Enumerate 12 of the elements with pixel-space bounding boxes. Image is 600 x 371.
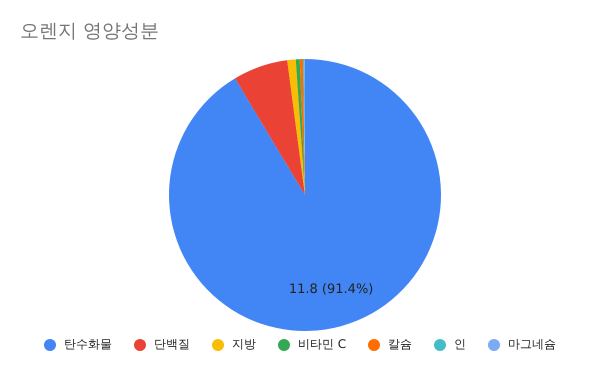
legend-label: 칼슘 [388, 336, 412, 353]
pie-slice [287, 59, 305, 195]
legend-label: 인 [454, 336, 466, 353]
chart-title: 오렌지 영양성분 [20, 19, 160, 44]
legend-label: 마그네슘 [508, 336, 556, 353]
data-label: 11.8 (91.4%) [288, 282, 374, 297]
legend-label: 지방 [232, 336, 256, 353]
pie-slice [169, 59, 441, 331]
legend-label: 탄수화물 [64, 336, 112, 353]
pie-slice [235, 60, 305, 195]
legend-label: 비타민 C [298, 336, 346, 353]
legend-label: 단백질 [154, 336, 190, 353]
